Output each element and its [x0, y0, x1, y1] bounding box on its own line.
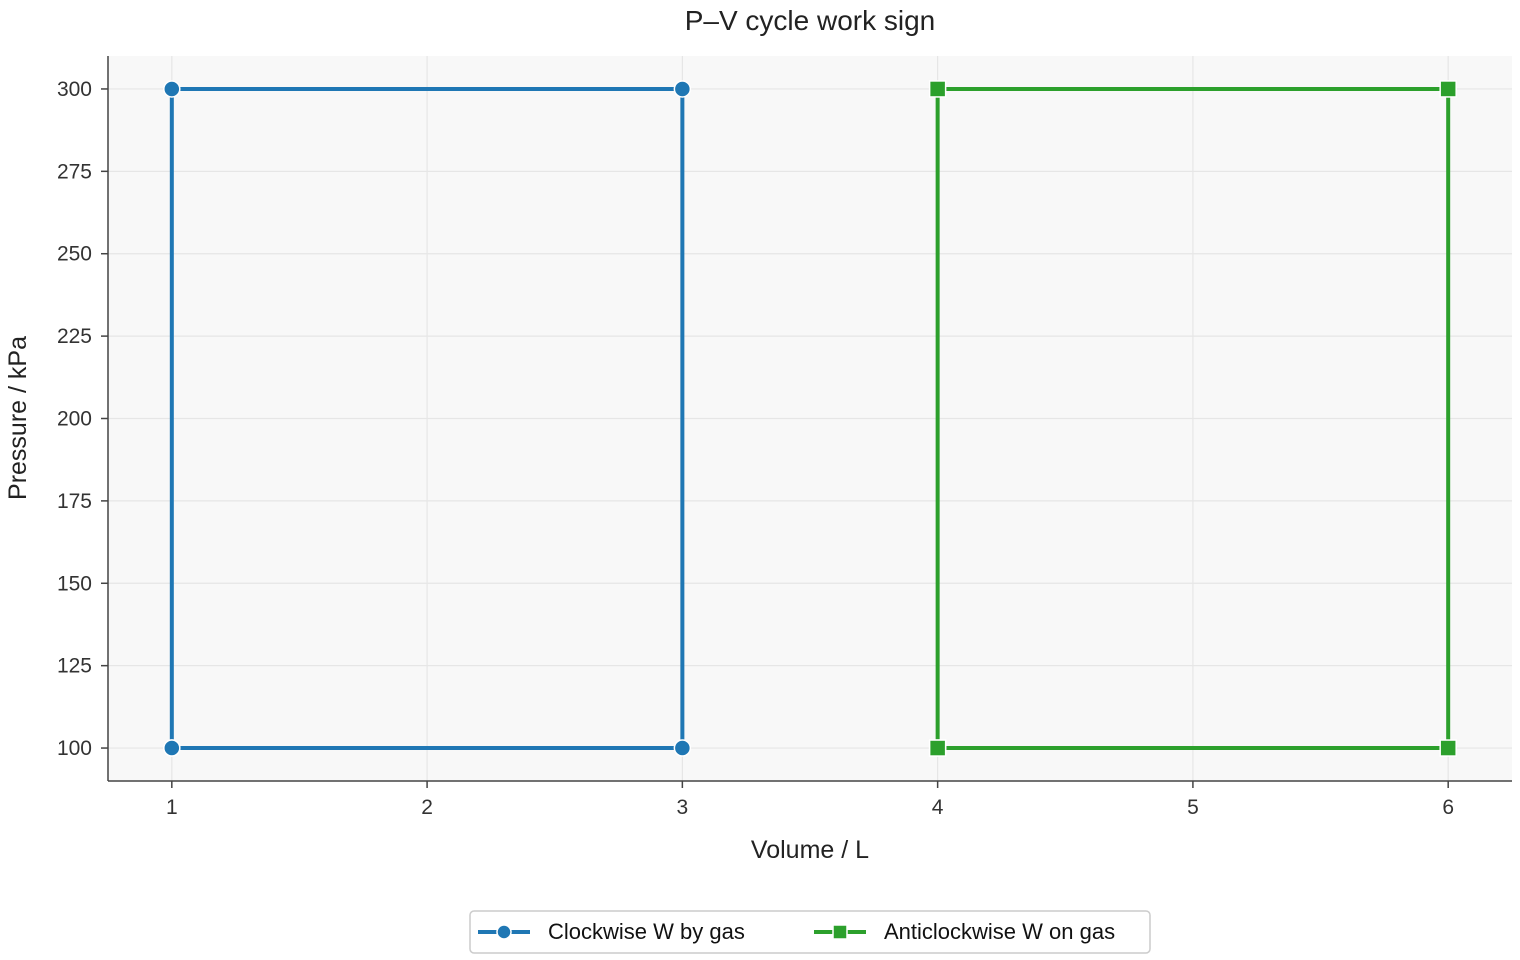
y-tick-label: 300	[57, 78, 92, 101]
legend-box	[469, 910, 1151, 954]
data-point	[1439, 80, 1457, 98]
series-1	[928, 80, 1457, 757]
data-point	[928, 739, 947, 757]
legend-circle-icon	[496, 924, 512, 940]
legend: Clockwise W by gas Anticlockwise W on ga…	[469, 910, 1151, 954]
series-0	[163, 80, 692, 757]
x-tick-label: 1	[166, 796, 178, 819]
x-axis-label: Volume / L	[751, 836, 869, 864]
data-point	[928, 80, 947, 98]
y-tick-label: 100	[57, 737, 92, 760]
y-tick-label: 225	[57, 325, 92, 348]
y-tick-label: 150	[57, 572, 92, 595]
data-point	[163, 739, 181, 757]
legend-square-icon	[832, 924, 848, 940]
y-tick-label: 275	[57, 160, 92, 183]
x-tick-label: 3	[677, 796, 689, 819]
legend-label-clockwise: Clockwise W by gas	[548, 919, 745, 944]
x-tick-label: 4	[932, 796, 944, 819]
x-tick-label: 2	[421, 796, 433, 819]
data-point	[673, 80, 692, 98]
data-point	[673, 739, 692, 757]
data-point	[1439, 739, 1457, 757]
series-layer	[163, 80, 1457, 757]
y-tick-label: 200	[57, 408, 92, 431]
y-ticks: 100 125 150 175 200 225 250 275 300	[57, 78, 108, 760]
y-axis-label: Pressure / kPa	[4, 336, 32, 500]
y-tick-label: 125	[57, 655, 92, 678]
x-tick-label: 5	[1187, 796, 1199, 819]
legend-label-anticlockwise: Anticlockwise W on gas	[884, 919, 1115, 944]
data-point	[163, 80, 181, 98]
y-tick-label: 250	[57, 243, 92, 266]
x-tick-label: 6	[1442, 796, 1454, 819]
x-ticks: 1 2 3 4 5 6	[166, 781, 1454, 819]
chart-title: P–V cycle work sign	[685, 5, 936, 36]
y-tick-label: 175	[57, 490, 92, 513]
